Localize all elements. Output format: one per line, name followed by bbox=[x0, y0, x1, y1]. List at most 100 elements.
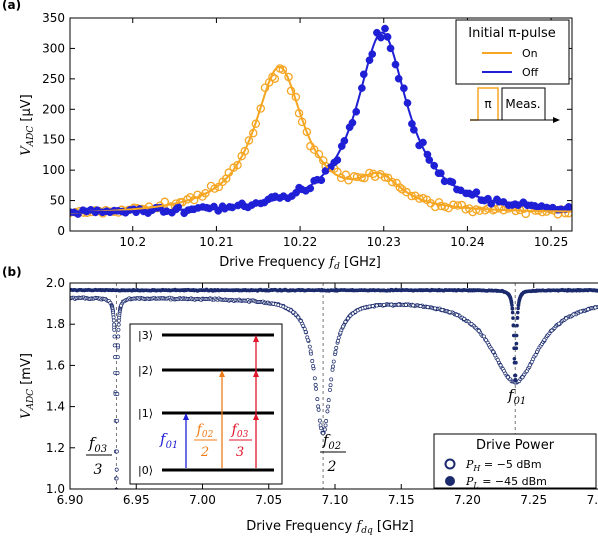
b-point bbox=[469, 322, 474, 326]
b-point bbox=[112, 343, 117, 348]
annotation-f01: f01 bbox=[507, 386, 526, 407]
a-point-off bbox=[381, 24, 389, 33]
a-xtick-label: 10.23 bbox=[367, 235, 401, 249]
b-point bbox=[514, 346, 519, 351]
a-point-on bbox=[244, 136, 254, 145]
legend-b-label-high: PH = −5 dBm bbox=[465, 458, 542, 473]
b-point bbox=[511, 333, 516, 338]
b-point bbox=[296, 315, 301, 320]
b-point bbox=[324, 419, 329, 423]
b-point bbox=[111, 318, 116, 323]
b-point bbox=[348, 313, 353, 318]
b-point bbox=[112, 327, 117, 332]
svg-text:3: 3 bbox=[236, 445, 244, 460]
b-xtick-label: 7.30 bbox=[587, 493, 598, 507]
a-point-on bbox=[233, 160, 242, 170]
a-ytick-label: 0 bbox=[57, 224, 65, 238]
b-point bbox=[549, 328, 554, 333]
b-point bbox=[116, 343, 120, 348]
b-point bbox=[510, 303, 514, 307]
b-point bbox=[527, 363, 532, 368]
b-point bbox=[111, 315, 116, 320]
a-point-on bbox=[344, 176, 353, 185]
a-fit-line-off bbox=[70, 31, 572, 214]
svg-text:f03: f03 bbox=[88, 434, 107, 455]
b-point bbox=[374, 303, 379, 308]
b-point bbox=[336, 338, 340, 343]
b-ytick-label: 1.2 bbox=[46, 441, 65, 455]
a-point-on bbox=[395, 183, 405, 192]
panel-a-ylabel: VADC [μV] bbox=[19, 94, 36, 155]
a-ytick-label: 300 bbox=[42, 41, 65, 55]
svg-text:f02: f02 bbox=[322, 431, 341, 452]
b-point bbox=[370, 304, 375, 308]
b-series-low-power bbox=[70, 287, 598, 383]
b-point bbox=[571, 312, 576, 317]
b-point bbox=[116, 322, 121, 327]
b-point bbox=[334, 345, 339, 350]
b-point bbox=[511, 323, 516, 328]
b-point bbox=[115, 355, 120, 360]
b-xtick-label: 7.15 bbox=[388, 493, 415, 507]
a-xtick-label: 10.25 bbox=[534, 235, 568, 249]
a-xtick-label: 10.24 bbox=[450, 235, 484, 249]
transition-arrow-f02 bbox=[219, 370, 225, 468]
b-point bbox=[336, 335, 341, 340]
legend-b-marker-open bbox=[444, 458, 456, 470]
b-point bbox=[514, 341, 519, 346]
b-xtick-label: 6.95 bbox=[123, 493, 150, 507]
a-xtick-label: 10.2 bbox=[119, 235, 146, 249]
panel-b-legend: Drive Power PH = −5 dBm PL = −45 dBm bbox=[433, 433, 597, 490]
pi-label: π bbox=[484, 97, 491, 111]
b-point bbox=[454, 313, 459, 317]
b-point bbox=[542, 337, 547, 342]
b-ytick-label: 1.4 bbox=[46, 400, 65, 414]
panel-a-legend: Initial π-pulse On Off bbox=[455, 19, 570, 85]
a-point-on bbox=[453, 201, 463, 210]
b-point bbox=[520, 291, 525, 296]
b-xtick-label: 7.20 bbox=[454, 493, 481, 507]
b-point bbox=[112, 322, 117, 327]
pulse-sequence-inset: π Meas. bbox=[470, 87, 560, 123]
b-point bbox=[462, 316, 467, 321]
meas-label: Meas. bbox=[505, 97, 540, 111]
a-point-on bbox=[210, 184, 219, 193]
b-point bbox=[418, 304, 423, 309]
level-2-label: |2⟩ bbox=[138, 364, 153, 377]
a-point-on bbox=[402, 187, 411, 197]
b-point bbox=[114, 467, 119, 472]
a-point-on bbox=[449, 200, 458, 210]
b-point bbox=[325, 409, 330, 414]
a-xtick-label: 10.21 bbox=[199, 235, 233, 249]
b-point bbox=[382, 302, 386, 307]
b-point bbox=[515, 310, 520, 315]
b-point bbox=[498, 363, 503, 368]
b-point bbox=[321, 431, 326, 436]
legend-b-marker-filled bbox=[445, 476, 455, 486]
b-point bbox=[330, 367, 335, 372]
b-xtick-label: 6.90 bbox=[57, 493, 84, 507]
panel-a-label: (a) bbox=[2, 0, 21, 12]
b-point bbox=[520, 375, 525, 380]
b-point bbox=[510, 306, 515, 311]
b-point bbox=[343, 319, 348, 324]
b-point bbox=[403, 302, 408, 307]
b-point bbox=[112, 334, 117, 339]
b-point bbox=[116, 327, 121, 332]
transition-arrow-f01 bbox=[183, 413, 189, 468]
b-point bbox=[328, 383, 333, 388]
a-ytick-label: 250 bbox=[42, 72, 65, 86]
panel-b: (b) 6.90 6.95 7.00 7.05 7.10 7.15 7.20 7.25 7.30… bbox=[2, 265, 598, 536]
b-point bbox=[301, 323, 306, 328]
panel-b-frame bbox=[69, 282, 598, 490]
b-point bbox=[288, 308, 293, 313]
b-point bbox=[513, 373, 518, 378]
b-point bbox=[433, 306, 437, 311]
svg-text:f03: f03 bbox=[231, 422, 249, 440]
transition-arrow-f03 bbox=[253, 335, 259, 468]
a-point-on bbox=[475, 206, 484, 215]
a-point-on bbox=[278, 65, 288, 74]
b-point bbox=[291, 310, 296, 315]
b-point bbox=[322, 427, 327, 432]
